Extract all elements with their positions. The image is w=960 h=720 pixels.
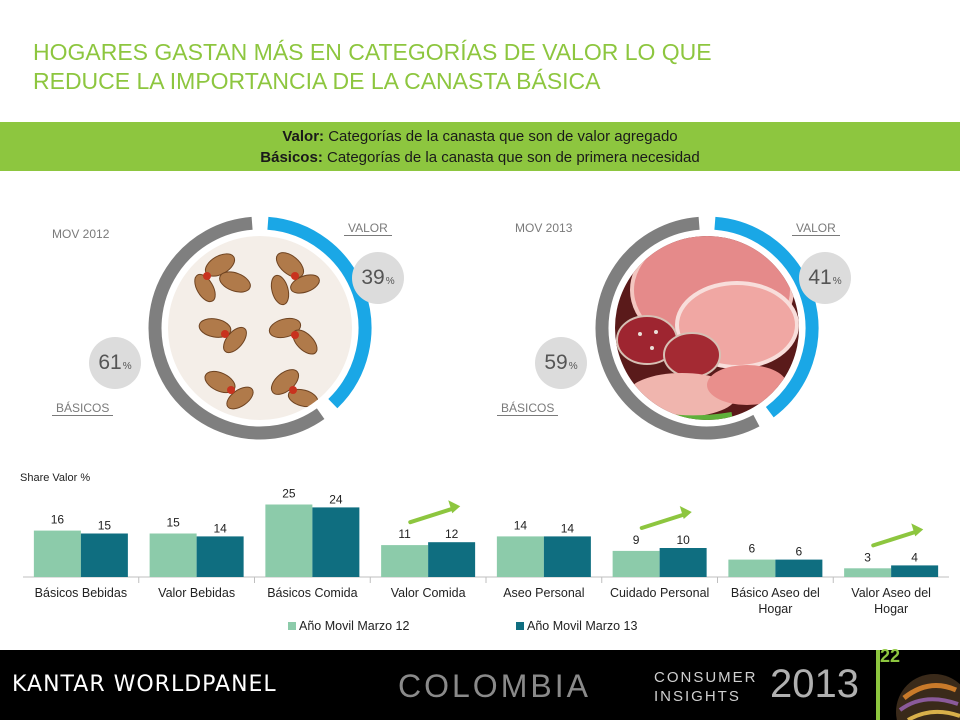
valor-pct-2012: 39% <box>352 252 404 304</box>
kantar-worldpanel-logo: KANTAR WORLDPANEL <box>12 672 277 697</box>
data-label: 14 <box>514 518 528 532</box>
bar-marzo-12 <box>381 545 429 577</box>
basicos-definition: Básicos: Categorías de la canasta que so… <box>260 149 700 166</box>
data-label: 24 <box>329 492 343 506</box>
page-accent-bar <box>876 650 880 720</box>
basicos-label-2012: BÁSICOS <box>52 401 114 416</box>
definition-band: Valor: Categorías de la canasta que son … <box>0 122 960 171</box>
bar-marzo-13 <box>312 507 360 577</box>
legend-entry: Año Movil Marzo 13 <box>527 619 638 633</box>
x-tick-label: Aseo Personal <box>503 586 584 600</box>
bar-marzo-13 <box>775 559 823 577</box>
x-tick-label: Valor Comida <box>391 586 466 600</box>
trend-arrow-icon <box>408 500 461 525</box>
data-label: 25 <box>282 487 296 501</box>
x-tick-label: Valor Aseo del <box>851 586 931 600</box>
valor-segment-2013 <box>714 216 819 418</box>
chart-ylabel: Share Valor % <box>20 472 91 484</box>
consumer-insights-label: CONSUMER INSIGHTS <box>654 669 758 705</box>
x-tick-label: Básicos Bebidas <box>35 586 127 600</box>
bar-marzo-12 <box>496 536 544 577</box>
donut-2012 <box>148 216 372 440</box>
legend-entry: Año Movil Marzo 12 <box>299 619 410 633</box>
valor-label-2012: VALOR <box>344 221 392 236</box>
bar-marzo-13 <box>428 542 476 577</box>
bar-marzo-13 <box>659 548 707 577</box>
valor-label-2013: VALOR <box>792 221 840 236</box>
basicos-segment-2012 <box>148 216 325 440</box>
period-label-2012: MOV 2012 <box>52 227 110 241</box>
bar-marzo-12 <box>612 550 660 577</box>
nuts-photo <box>168 236 352 420</box>
basicos-segment-2013 <box>595 216 760 440</box>
basicos-pct-2013: 59% <box>535 337 587 389</box>
basicos-pct-2012: 61% <box>89 337 141 389</box>
country-label: COLOMBIA <box>398 668 591 704</box>
trend-arrow-icon <box>871 523 924 548</box>
year-label: 2013 <box>770 662 859 706</box>
bar-marzo-12 <box>149 533 197 577</box>
data-label: 16 <box>51 513 65 527</box>
legend-swatch <box>516 622 524 630</box>
data-label: 6 <box>749 542 756 556</box>
basicos-label-2013: BÁSICOS <box>497 401 559 416</box>
x-tick-label: Hogar <box>874 602 908 616</box>
data-label: 15 <box>98 519 112 533</box>
bar-marzo-13 <box>80 533 128 577</box>
data-label: 14 <box>213 521 227 535</box>
page-number: 22 <box>880 646 901 666</box>
bar-marzo-13 <box>891 565 939 577</box>
x-tick-label: Cuidado Personal <box>610 586 709 600</box>
ham-photo <box>615 236 799 420</box>
bar-marzo-12 <box>728 559 776 577</box>
bar-marzo-13 <box>196 536 244 577</box>
data-label: 9 <box>633 533 640 547</box>
data-label: 6 <box>796 545 803 559</box>
donut-2013 <box>595 216 819 440</box>
x-tick-label: Valor Bebidas <box>158 586 235 600</box>
title-line-1: HOGARES GASTAN MÁS EN CATEGORÍAS DE VALO… <box>33 39 712 65</box>
valor-definition: Valor: Categorías de la canasta que son … <box>282 128 678 145</box>
data-label: 12 <box>445 527 459 541</box>
data-label: 10 <box>676 533 690 547</box>
data-label: 11 <box>398 527 411 541</box>
title-line-2: REDUCE LA IMPORTANCIA DE LA CANASTA BÁSI… <box>33 68 601 94</box>
data-label: 15 <box>166 516 180 530</box>
globe-graphic <box>896 674 960 720</box>
footer-bar <box>0 650 960 720</box>
page-title: HOGARES GASTAN MÁS EN CATEGORÍAS DE VALO… <box>33 38 893 96</box>
data-label: 14 <box>561 521 575 535</box>
x-tick-label: Básico Aseo del <box>731 586 820 600</box>
legend-swatch <box>288 622 296 630</box>
bar-marzo-12 <box>265 504 313 577</box>
valor-pct-2013: 41% <box>799 252 851 304</box>
bar-marzo-13 <box>543 536 591 577</box>
data-label: 3 <box>864 550 871 564</box>
data-label: 4 <box>911 550 918 564</box>
x-tick-label: Básicos Comida <box>267 586 357 600</box>
share-valor-bar-chart: 16 15 Básicos Bebidas 15 14 Valor Bebidas 25 24… <box>23 487 949 633</box>
period-label-2013: MOV 2013 <box>515 221 573 235</box>
trend-arrow-icon <box>639 506 692 530</box>
x-tick-label: Hogar <box>758 602 792 616</box>
bar-marzo-12 <box>33 530 81 577</box>
bar-marzo-12 <box>844 568 892 577</box>
